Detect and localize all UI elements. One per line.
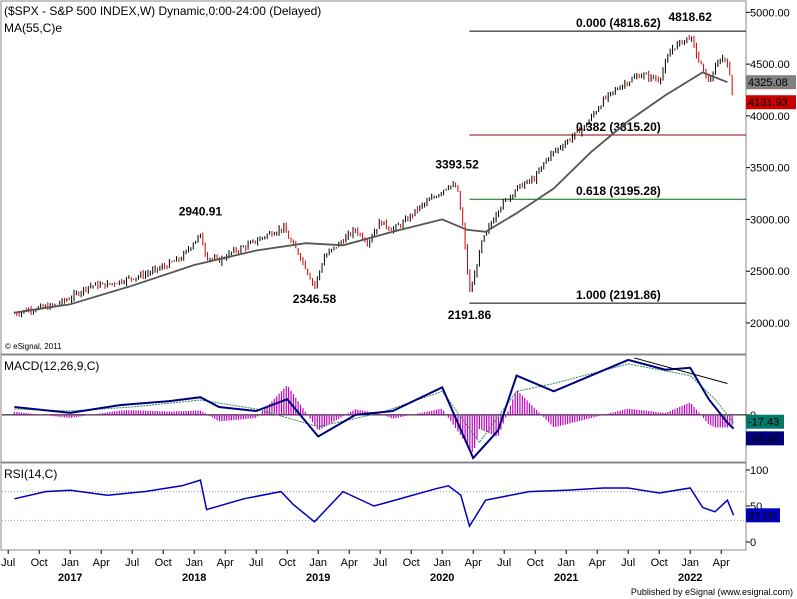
x-month-label: Jul xyxy=(125,557,139,569)
x-year-label: 2018 xyxy=(182,572,206,584)
x-axis: Jul Oct Jan Apr Jul Oct Jan Apr Jul Oct Jan Apr Jul O… xyxy=(1,550,730,584)
ma-value-tag: 4325.08 xyxy=(748,77,788,89)
x-month-label: Jul xyxy=(1,557,15,569)
x-month-label: Jan xyxy=(557,557,575,569)
fib-level-label: 0.000 (4818.62) xyxy=(576,16,661,30)
price-y-tick-label: 5000.00 xyxy=(750,7,790,19)
last-price-tag-bg xyxy=(746,95,796,110)
price-layer: 2000.00 2500.00 3000.00 3500.00 4000.00 4500.… xyxy=(13,7,796,330)
price-y-tick-label: 2000.00 xyxy=(750,318,790,330)
x-month-label: Apr xyxy=(465,557,482,569)
last-price-tag: 4131.93 xyxy=(748,97,788,109)
price-y-tick-label: 3000.00 xyxy=(750,214,790,226)
x-month-label: Apr xyxy=(217,557,234,569)
price-y-tick-label: 3500.00 xyxy=(750,163,790,175)
macd-value-tag-bg xyxy=(746,431,784,446)
x-month-label: Apr xyxy=(341,557,358,569)
x-month-label: Oct xyxy=(651,557,668,569)
footer-publisher: Published by eSignal (www.esignal.com) xyxy=(631,587,793,597)
x-month-label: Jul xyxy=(497,557,511,569)
macd-layer: 0-44.46-17.43 xyxy=(2,357,784,460)
price-pane-frame xyxy=(0,0,747,355)
macd-trendline xyxy=(634,357,728,384)
rsi-y-tick-label: 100 xyxy=(750,465,768,477)
x-month-label: Apr xyxy=(93,557,110,569)
x-year-label: 2017 xyxy=(58,572,82,584)
x-month-label: Oct xyxy=(403,557,420,569)
price-y-tick-label: 4000.00 xyxy=(750,111,790,123)
fib-level-label: 0.618 (3195.28) xyxy=(576,184,661,198)
ma55-line xyxy=(14,71,728,314)
x-month-label: Jan xyxy=(681,557,699,569)
price-y-tick-label: 4500.00 xyxy=(750,59,790,71)
price-chart-title: ($SPX - S&P 500 INDEX,W) Dynamic,0:00-24… xyxy=(4,4,321,18)
rsi-title: RSI(14,C) xyxy=(4,467,57,481)
macd-title: MACD(12,26,9,C) xyxy=(4,359,99,373)
macd-value-tag: -44.46 xyxy=(748,433,779,445)
price-y-tick-label: 2500.00 xyxy=(750,266,790,278)
x-year-label: 2021 xyxy=(554,572,578,584)
ma-value-tag-bg xyxy=(746,75,796,90)
x-month-label: Jan xyxy=(309,557,327,569)
price-annotation: 2940.91 xyxy=(179,205,223,219)
rsi-y-tick-label: 0 xyxy=(750,537,756,549)
x-year-label: 2020 xyxy=(430,572,454,584)
fib-level-label: 0.382 (3815.20) xyxy=(576,120,661,134)
rsi-value-tag-bg xyxy=(746,508,780,523)
macd-signal-line xyxy=(14,363,734,444)
x-month-label: Oct xyxy=(527,557,544,569)
price-annotation: 3393.52 xyxy=(435,158,479,172)
x-month-label: Oct xyxy=(155,557,172,569)
x-year-label: 2019 xyxy=(306,572,330,584)
price-annotation: 4818.62 xyxy=(669,10,713,24)
price-annotation: 2346.58 xyxy=(293,292,337,306)
ma-indicator-label: MA(55,C)e xyxy=(4,21,62,35)
x-month-label: Jul xyxy=(373,557,387,569)
signal-value-tag: -17.43 xyxy=(748,417,779,429)
signal-value-tag-bg xyxy=(746,414,784,429)
macd-histogram xyxy=(13,386,733,453)
esignal-watermark: © eSignal, 2011 xyxy=(5,342,62,351)
price-annotation: 2191.86 xyxy=(448,308,492,322)
x-month-label: Jan xyxy=(61,557,79,569)
macd-pane-frame xyxy=(0,354,747,463)
price-bars xyxy=(13,34,733,318)
fib-level-label: 1.000 (2191.86) xyxy=(576,288,661,302)
x-month-label: Jan xyxy=(185,557,203,569)
rsi-line xyxy=(14,479,735,529)
x-year-label: 2022 xyxy=(678,572,702,584)
x-month-label: Jul xyxy=(249,557,263,569)
rsi-value-tag: 37.05 xyxy=(748,510,776,522)
x-month-label: Oct xyxy=(279,557,296,569)
x-month-label: Apr xyxy=(713,557,730,569)
x-month-label: Jul xyxy=(621,557,635,569)
x-month-label: Oct xyxy=(31,557,48,569)
x-month-label: Jan xyxy=(433,557,451,569)
x-month-label: Apr xyxy=(589,557,606,569)
